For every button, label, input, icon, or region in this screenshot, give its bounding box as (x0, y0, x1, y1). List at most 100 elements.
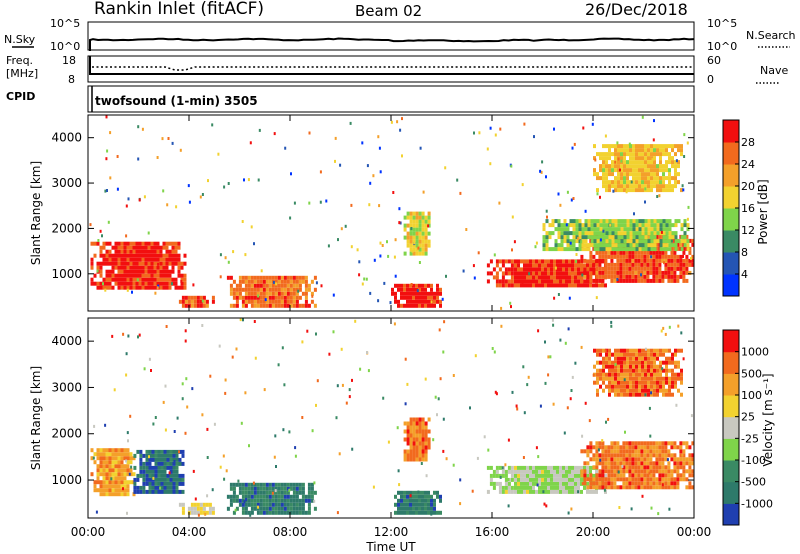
heatmap-cell (138, 198, 141, 202)
heatmap-cell (511, 215, 514, 219)
heatmap-cell (406, 498, 409, 503)
heatmap-cell (249, 513, 252, 517)
heatmap-cell (129, 285, 133, 290)
heatmap-cell (415, 441, 419, 446)
heatmap-cell (415, 251, 419, 256)
heatmap-cell (667, 477, 671, 482)
heatmap-cell (307, 502, 311, 507)
heatmap-cell (265, 279, 269, 284)
heatmap-cell (674, 247, 678, 252)
heatmap-cell (144, 269, 148, 274)
heatmap-cell (682, 457, 686, 462)
heatmap-cell (656, 195, 659, 198)
heatmap-cell (418, 303, 421, 308)
heatmap-cell (132, 265, 136, 270)
heatmap-cell (626, 148, 629, 153)
heatmap-cell (406, 283, 409, 288)
heatmap-cell (643, 262, 647, 267)
heatmap-cell (620, 172, 623, 177)
heatmap-cell (643, 278, 647, 283)
heatmap-cell (685, 254, 689, 259)
heatmap-cell (424, 490, 427, 495)
heatmap-cell (274, 295, 278, 300)
heatmap-cell (123, 261, 127, 266)
heatmap-cell (238, 482, 242, 487)
heatmap-cell (298, 510, 302, 515)
heatmap-cell (629, 164, 632, 169)
heatmap-cell (274, 303, 278, 308)
heatmap-cell (403, 223, 407, 228)
heatmap-cell (534, 245, 537, 249)
heatmap-cell (625, 485, 629, 490)
heatmap-cell (583, 465, 586, 470)
heatmap-cell (253, 320, 256, 323)
heatmap-cell (644, 227, 648, 232)
heatmap-cell (679, 477, 683, 482)
heatmap-cell (171, 241, 175, 246)
heatmap-cell (607, 270, 611, 275)
heatmap-cell (486, 263, 490, 268)
heatmap-cell (114, 488, 118, 493)
heatmap-cell (638, 160, 641, 165)
heatmap-cell (580, 489, 583, 494)
heatmap-cell (298, 502, 302, 507)
heatmap-cell (587, 227, 591, 232)
heatmap-cell (477, 251, 480, 255)
heatmap-cell (605, 247, 609, 252)
heatmap-cell (181, 382, 184, 386)
heatmap-cell (123, 456, 127, 461)
heatmap-cell (661, 258, 665, 263)
heatmap-cell (553, 127, 555, 131)
heatmap-cell (520, 489, 523, 494)
heatmap-cell (513, 240, 516, 244)
heatmap-cell (229, 498, 233, 503)
heatmap-cell (120, 285, 124, 290)
heatmap-cell (162, 400, 165, 404)
heatmap-cell (586, 489, 589, 494)
heatmap-cell (396, 426, 399, 430)
heatmap-cell (165, 269, 169, 274)
heatmap-cell (673, 485, 677, 490)
heatmap-cell (551, 219, 555, 224)
heatmap-cell (577, 275, 580, 280)
heatmap-cell (283, 502, 287, 507)
heatmap-cell (649, 481, 653, 486)
heatmap-cell (295, 299, 299, 304)
heatmap-cell (239, 318, 242, 322)
heatmap-cell (421, 215, 425, 220)
heatmap-cell (532, 263, 535, 268)
heatmap-cell (610, 441, 614, 446)
heatmap-cell (584, 243, 588, 248)
heatmap-cell (622, 449, 626, 454)
heatmap-cell (553, 485, 556, 490)
heatmap-cell (683, 239, 687, 244)
heatmap-cell (614, 239, 618, 244)
heatmap-cell (658, 266, 662, 271)
x-tick-label: 08:00 (273, 525, 308, 539)
heatmap-cell (560, 243, 564, 248)
colorbar-segment (723, 373, 739, 396)
heatmap-cell (171, 257, 175, 262)
heatmap-cell (674, 176, 677, 181)
heatmap-cell (241, 275, 245, 280)
heatmap-cell (474, 354, 477, 358)
heatmap-cell (445, 457, 448, 461)
heatmap-cell (665, 227, 669, 232)
heatmap-cell (613, 250, 617, 255)
heatmap-cell (274, 279, 278, 284)
heatmap-cell (617, 160, 620, 165)
heatmap-cell (623, 352, 626, 357)
heatmap-cell (629, 227, 633, 232)
heatmap-cell (108, 488, 112, 493)
heatmap-cell (271, 498, 275, 503)
heatmap-cell (515, 404, 518, 408)
heatmap-cell (661, 473, 665, 478)
heatmap-cell (664, 469, 668, 474)
heatmap-cell (253, 283, 257, 288)
heatmap-cell (123, 269, 127, 274)
heatmap-cell (598, 258, 602, 263)
heatmap-cell (544, 481, 547, 486)
heatmap-cell (581, 273, 584, 277)
heatmap-cell (593, 231, 597, 236)
heatmap-cell (670, 254, 674, 259)
